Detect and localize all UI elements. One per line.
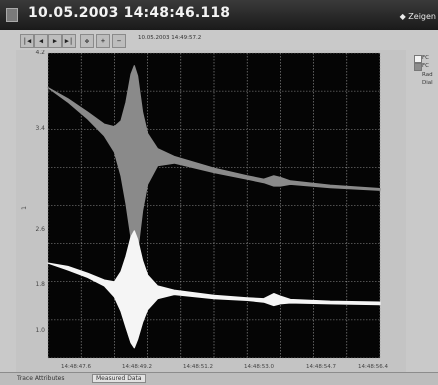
legend-label-0: FC xyxy=(422,55,430,61)
y-tick-label: 1.0 xyxy=(35,327,45,334)
y-tick-label: 3.4 xyxy=(35,125,45,132)
first-icon[interactable]: |◀ xyxy=(20,34,34,48)
series-1-envelope xyxy=(47,230,381,349)
next-icon[interactable]: ▶ xyxy=(48,34,62,48)
window-icon[interactable] xyxy=(6,8,18,22)
x-tick-label: 14:48:53.0 xyxy=(244,364,274,370)
tab-measured-data[interactable]: Measured Data xyxy=(92,374,146,383)
y-tick-label: 1.8 xyxy=(35,281,45,288)
title-bar: 10.05.2003 14:48:46.118 ◆ Zeigen xyxy=(0,0,438,30)
x-tick-label: 14:48:54.7 xyxy=(306,364,336,370)
legend-swatch-0 xyxy=(414,55,422,63)
toolbar-time: 10.05.2003 14:49:57.2 xyxy=(138,35,202,41)
toolbar: |◀ ◀ ▶ ▶| ✥ + − 10.05.2003 14:49:57.2 xyxy=(20,34,438,50)
plot-frame: 4.2 3.4 2.6 1.8 1.0 1 14:48:47.6 14:48:49.2 14:4… xyxy=(16,50,406,372)
legend-label-1: FC xyxy=(422,63,430,69)
last-icon[interactable]: ▶| xyxy=(62,34,76,48)
legend-label-3: Dial xyxy=(422,80,433,86)
y-tick-label: 4.2 xyxy=(35,50,45,56)
show-button-label: Zeigen xyxy=(408,12,436,21)
x-tick-label: 14:48:49.2 xyxy=(122,364,152,370)
waveform-chart[interactable]: 4.2 3.4 2.6 1.8 1.0 1 14:48:47.6 14:48:49.2 14:4… xyxy=(16,50,406,372)
x-tick-label: 14:48:51.2 xyxy=(183,364,213,370)
y-axis-label: 1 xyxy=(21,206,28,210)
x-tick-label: 14:48:56.4 xyxy=(358,364,388,370)
previous-icon[interactable]: ◀ xyxy=(34,34,48,48)
bottom-tabs: Trace Attributes Measured Data xyxy=(0,372,438,385)
legend-swatch-1 xyxy=(414,63,422,71)
legend-label-2: Rad xyxy=(422,72,433,78)
y-tick-label: 2.6 xyxy=(35,226,45,233)
show-button[interactable]: ◆ Zeigen xyxy=(399,12,436,21)
x-tick-label: 14:48:47.6 xyxy=(61,364,91,370)
move-icon[interactable]: ✥ xyxy=(80,34,94,48)
zoom-in-icon[interactable]: + xyxy=(96,34,110,48)
tab-trace-attributes[interactable]: Trace Attributes xyxy=(17,375,65,382)
zoom-out-icon[interactable]: − xyxy=(112,34,126,48)
window-title: 10.05.2003 14:48:46.118 xyxy=(28,5,231,21)
